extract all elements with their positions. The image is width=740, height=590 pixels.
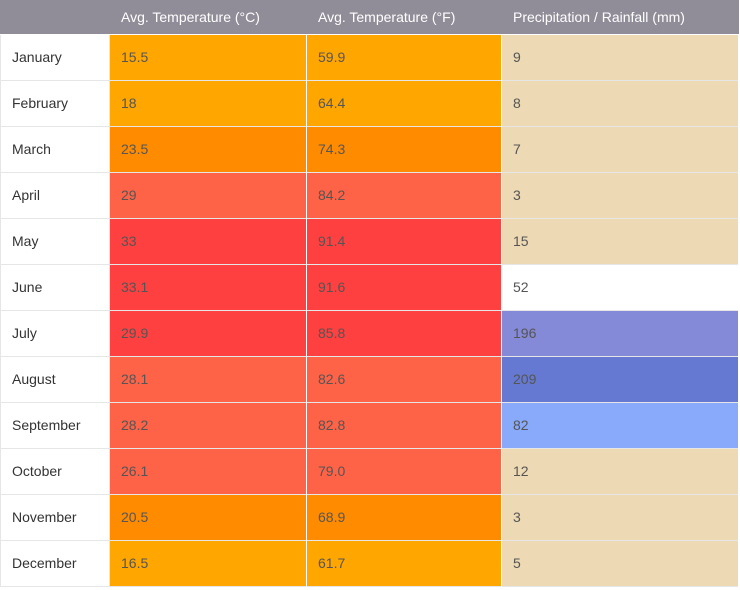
temp-f-cell: 59.9 — [307, 35, 502, 81]
temp-f-cell: 82.6 — [307, 357, 502, 403]
temp-f-cell: 91.4 — [307, 219, 502, 265]
month-cell: June — [0, 265, 110, 311]
table-row: March 23.5 74.3 7 — [0, 127, 740, 173]
precipitation-cell: 15 — [502, 219, 738, 265]
month-cell: February — [0, 81, 110, 127]
temp-c-cell: 26.1 — [110, 449, 307, 495]
table-row: November 20.5 68.9 3 — [0, 495, 740, 541]
precipitation-cell: 12 — [502, 449, 738, 495]
month-cell: December — [0, 541, 110, 587]
precipitation-cell: 5 — [502, 541, 738, 587]
temp-c-cell: 15.5 — [110, 35, 307, 81]
temp-c-cell: 33.1 — [110, 265, 307, 311]
table-row: February 18 64.4 8 — [0, 81, 740, 127]
table-row: October 26.1 79.0 12 — [0, 449, 740, 495]
temp-f-cell: 64.4 — [307, 81, 502, 127]
month-cell: July — [0, 311, 110, 357]
temp-c-cell: 29 — [110, 173, 307, 219]
table-row: April 29 84.2 3 — [0, 173, 740, 219]
month-cell: October — [0, 449, 110, 495]
temp-c-cell: 29.9 — [110, 311, 307, 357]
temp-c-cell: 18 — [110, 81, 307, 127]
precipitation-cell: 52 — [502, 265, 738, 311]
temp-f-cell: 68.9 — [307, 495, 502, 541]
month-cell: March — [0, 127, 110, 173]
precipitation-cell: 82 — [502, 403, 738, 449]
month-cell: January — [0, 35, 110, 81]
table-header: Avg. Temperature (°C) Avg. Temperature (… — [0, 0, 739, 34]
month-cell: April — [0, 173, 110, 219]
temp-c-cell: 20.5 — [110, 495, 307, 541]
temp-c-cell: 28.1 — [110, 357, 307, 403]
month-cell: September — [0, 403, 110, 449]
temp-f-cell: 79.0 — [307, 449, 502, 495]
header-temp-c: Avg. Temperature (°C) — [121, 9, 260, 25]
temp-c-cell: 28.2 — [110, 403, 307, 449]
temp-f-cell: 91.6 — [307, 265, 502, 311]
month-cell: August — [0, 357, 110, 403]
table-row: August 28.1 82.6 209 — [0, 357, 740, 403]
temp-c-cell: 23.5 — [110, 127, 307, 173]
precipitation-cell: 9 — [502, 35, 738, 81]
temp-f-cell: 74.3 — [307, 127, 502, 173]
precipitation-cell: 196 — [502, 311, 738, 357]
month-cell: May — [0, 219, 110, 265]
temp-f-cell: 85.8 — [307, 311, 502, 357]
table-row: January 15.5 59.9 9 — [0, 35, 740, 81]
temp-c-cell: 33 — [110, 219, 307, 265]
precipitation-cell: 7 — [502, 127, 738, 173]
table-row: December 16.5 61.7 5 — [0, 541, 740, 587]
table-row: May 33 91.4 15 — [0, 219, 740, 265]
table-row: September 28.2 82.8 82 — [0, 403, 740, 449]
temp-f-cell: 84.2 — [307, 173, 502, 219]
precipitation-cell: 3 — [502, 495, 738, 541]
header-month — [0, 0, 110, 34]
table-row: July 29.9 85.8 196 — [0, 311, 740, 357]
table-body: January 15.5 59.9 9 February 18 64.4 8 March 23.5… — [0, 35, 740, 587]
precipitation-cell: 8 — [502, 81, 738, 127]
temp-f-cell: 61.7 — [307, 541, 502, 587]
header-temp-f: Avg. Temperature (°F) — [318, 9, 456, 25]
table-row: June 33.1 91.6 52 — [0, 265, 740, 311]
precipitation-cell: 209 — [502, 357, 738, 403]
temp-c-cell: 16.5 — [110, 541, 307, 587]
month-cell: November — [0, 495, 110, 541]
precipitation-cell: 3 — [502, 173, 738, 219]
temp-f-cell: 82.8 — [307, 403, 502, 449]
header-precipitation: Precipitation / Rainfall (mm) — [513, 9, 685, 25]
